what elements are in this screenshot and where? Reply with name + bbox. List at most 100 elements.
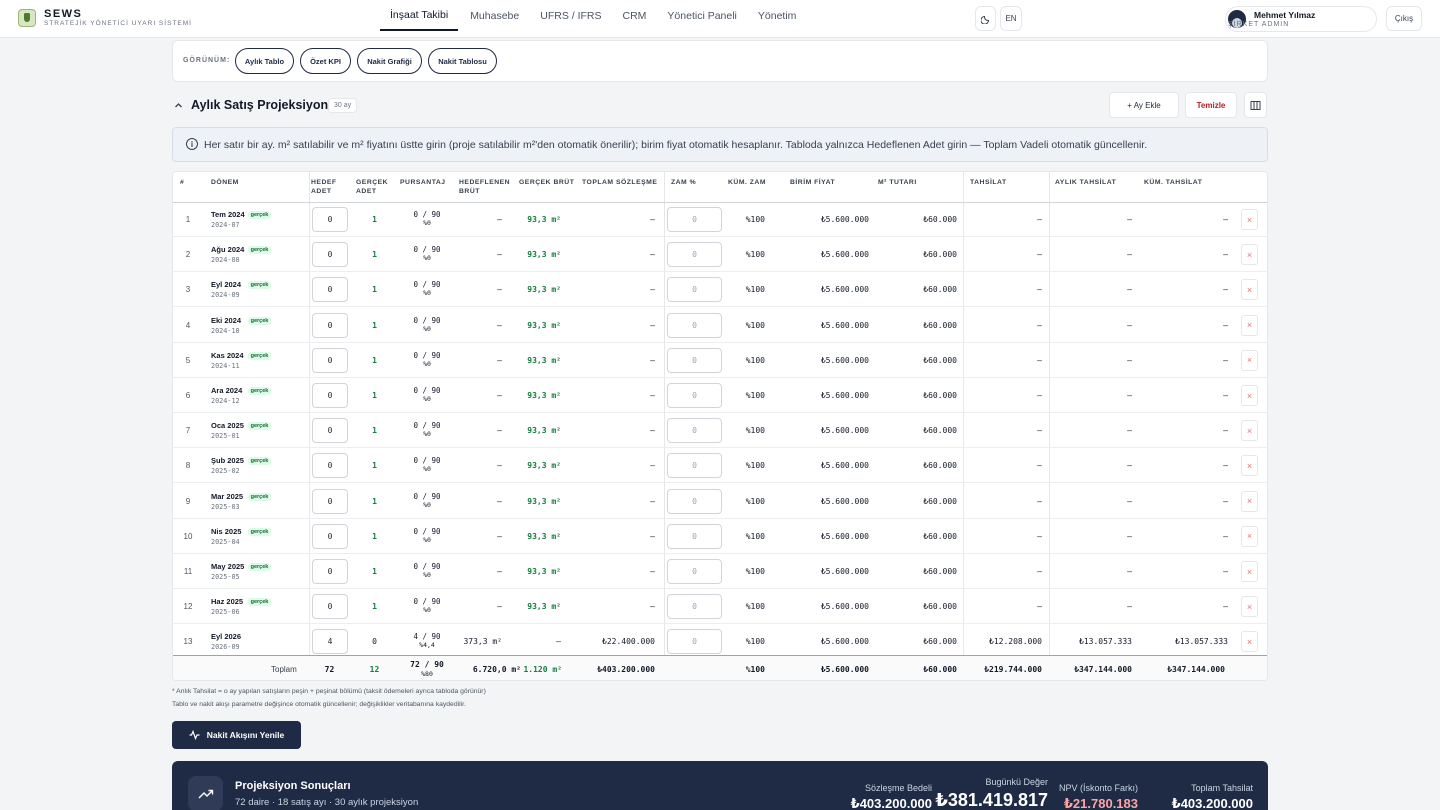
increase-input[interactable]: 0: [667, 312, 722, 338]
nav-crm[interactable]: CRM: [622, 9, 647, 22]
delete-row-button[interactable]: ×: [1241, 279, 1258, 301]
delete-row-button[interactable]: ×: [1241, 561, 1258, 582]
increase-input[interactable]: 0: [667, 207, 722, 232]
nav-ufrs-ifrs[interactable]: UFRS / IFRS: [540, 9, 602, 22]
target-qty-input[interactable]: 0: [312, 383, 348, 408]
actual-gross: 93,3 m²: [527, 285, 561, 295]
target-qty-input[interactable]: 0: [312, 242, 348, 268]
increase-input[interactable]: 0: [667, 559, 722, 584]
unit-price: ₺5.600.000: [820, 567, 869, 576]
target-qty-input[interactable]: 0: [312, 418, 348, 444]
delete-row-button[interactable]: ×: [1241, 314, 1258, 336]
target-qty-input[interactable]: 0: [312, 277, 348, 303]
delete-row-button[interactable]: ×: [1241, 349, 1258, 371]
sqm-amount: ₺60.000: [923, 602, 957, 612]
increase-input[interactable]: 0: [667, 418, 722, 444]
clear-button[interactable]: Temizle: [1185, 92, 1237, 118]
refresh-cashflow-button[interactable]: Nakit Akışını Yenile: [172, 721, 301, 749]
view-nakit-tablosu-button[interactable]: Nakit Tablosu: [428, 48, 497, 74]
nav-yonetici-paneli[interactable]: Yönetici Paneli: [667, 9, 737, 22]
increase-input[interactable]: 0: [667, 347, 722, 373]
unit-price: ₺5.600.000: [820, 250, 869, 260]
delete-row-button[interactable]: ×: [1241, 420, 1258, 442]
share-percent: %0: [423, 219, 431, 227]
close-icon: ×: [1246, 636, 1253, 647]
target-gross: —: [497, 531, 502, 541]
delete-row-button[interactable]: ×: [1241, 631, 1258, 653]
target-qty-input[interactable]: 0: [312, 453, 348, 479]
totals-cumulative-increase: %100: [745, 665, 765, 674]
col-header-target-gross-line1: HEDEFLENEN: [459, 179, 511, 186]
target-qty-input[interactable]: 0: [312, 594, 348, 620]
table-row: 1 Tem 2024 gerçek 2024-07 0 1 0 / 90 %0 — 93,3 m²…: [173, 202, 1267, 237]
target-qty-input[interactable]: 0: [312, 488, 348, 514]
brand-title: SEWS: [44, 8, 83, 20]
share-ratio: 0 / 90: [413, 245, 441, 255]
trend-up-icon: [188, 776, 223, 810]
actual-badge: gerçek: [247, 492, 272, 501]
collection: —: [1037, 531, 1042, 541]
increase-input[interactable]: 0: [667, 383, 722, 408]
logout-button[interactable]: Çıkış: [1386, 6, 1422, 31]
delete-row-button[interactable]: ×: [1241, 244, 1258, 266]
col-header-increase: ZAM %: [671, 179, 697, 186]
row-period-code: 2025-04: [211, 537, 240, 546]
share-ratio: 0 / 90: [413, 597, 441, 607]
delete-row-button[interactable]: ×: [1241, 490, 1258, 512]
nav-yonetim[interactable]: Yönetim: [757, 9, 797, 22]
main-nav: İnşaat Takibi Muhasebe UFRS / IFRS CRM Y…: [380, 0, 807, 38]
delete-row-button[interactable]: ×: [1241, 385, 1258, 406]
increase-input[interactable]: 0: [667, 277, 722, 303]
increase-input[interactable]: 0: [667, 594, 722, 620]
actual-qty: 1: [372, 426, 377, 436]
nav-muhasebe[interactable]: Muhasebe: [470, 9, 520, 22]
projection-table: # DÖNEM HEDEF ADET GERÇEK ADET PURSANTAJ H…: [172, 171, 1268, 681]
share-percent: %0: [423, 289, 431, 298]
delete-row-button[interactable]: ×: [1241, 455, 1258, 477]
table-row: 9 Mar 2025 gerçek 2025-03 0 1 0 / 90 %0 — 93,3 m²…: [173, 484, 1267, 519]
nav-insaat-takibi[interactable]: İnşaat Takibi: [380, 0, 459, 31]
target-qty-input[interactable]: 0: [312, 312, 348, 338]
delete-row-button[interactable]: ×: [1241, 209, 1258, 230]
sqm-amount: ₺60.000: [923, 496, 957, 506]
language-button[interactable]: EN: [1000, 6, 1022, 31]
actual-badge: gerçek: [247, 563, 272, 571]
sqm-amount: ₺60.000: [923, 391, 957, 400]
target-qty-input[interactable]: 0: [312, 523, 348, 549]
delete-row-button[interactable]: ×: [1241, 596, 1258, 618]
collection: —: [1037, 250, 1042, 260]
column-separator: [664, 172, 665, 680]
view-nakit-grafigi-button[interactable]: Nakit Grafiği: [357, 48, 422, 74]
increase-input[interactable]: 0: [667, 523, 722, 549]
increase-input[interactable]: 0: [667, 488, 722, 514]
brand-logo-icon[interactable]: [18, 9, 36, 27]
theme-toggle-button[interactable]: [975, 6, 996, 31]
cumulative-increase: %100: [745, 567, 765, 576]
delete-row-button[interactable]: ×: [1241, 525, 1258, 547]
totals-share-percent: %80: [421, 670, 433, 678]
target-qty-input[interactable]: 0: [312, 347, 348, 373]
cumulative-collection: —: [1223, 531, 1228, 541]
add-month-button[interactable]: + Ay Ekle: [1109, 92, 1179, 118]
increase-input[interactable]: 0: [667, 453, 722, 479]
user-menu[interactable]: Mehmet Yılmaz ŞİRKET ADMİN: [1225, 6, 1377, 32]
increase-input[interactable]: 0: [667, 629, 722, 655]
cumulative-increase: %100: [745, 250, 765, 260]
columns-button[interactable]: [1244, 92, 1267, 118]
target-qty-input[interactable]: 0: [312, 559, 348, 584]
collapse-chevron-icon[interactable]: [174, 101, 183, 112]
column-separator: [1049, 172, 1050, 680]
target-qty-input[interactable]: 4: [312, 629, 348, 655]
unit-price: ₺5.600.000: [820, 391, 869, 400]
view-aylik-tablo-button[interactable]: Aylık Tablo: [235, 48, 294, 74]
col-header-target-gross-line2: BRÜT: [459, 188, 480, 195]
cumulative-increase: %100: [745, 426, 765, 436]
share-percent: %0: [423, 324, 431, 333]
target-gross: 373,3 m²: [463, 637, 502, 647]
collection: —: [1037, 391, 1042, 400]
totals-actual: 12: [369, 665, 380, 674]
target-qty-input[interactable]: 0: [312, 207, 348, 232]
view-ozet-kpi-button[interactable]: Özet KPI: [300, 48, 351, 74]
close-icon: ×: [1246, 460, 1253, 471]
increase-input[interactable]: 0: [667, 242, 722, 268]
